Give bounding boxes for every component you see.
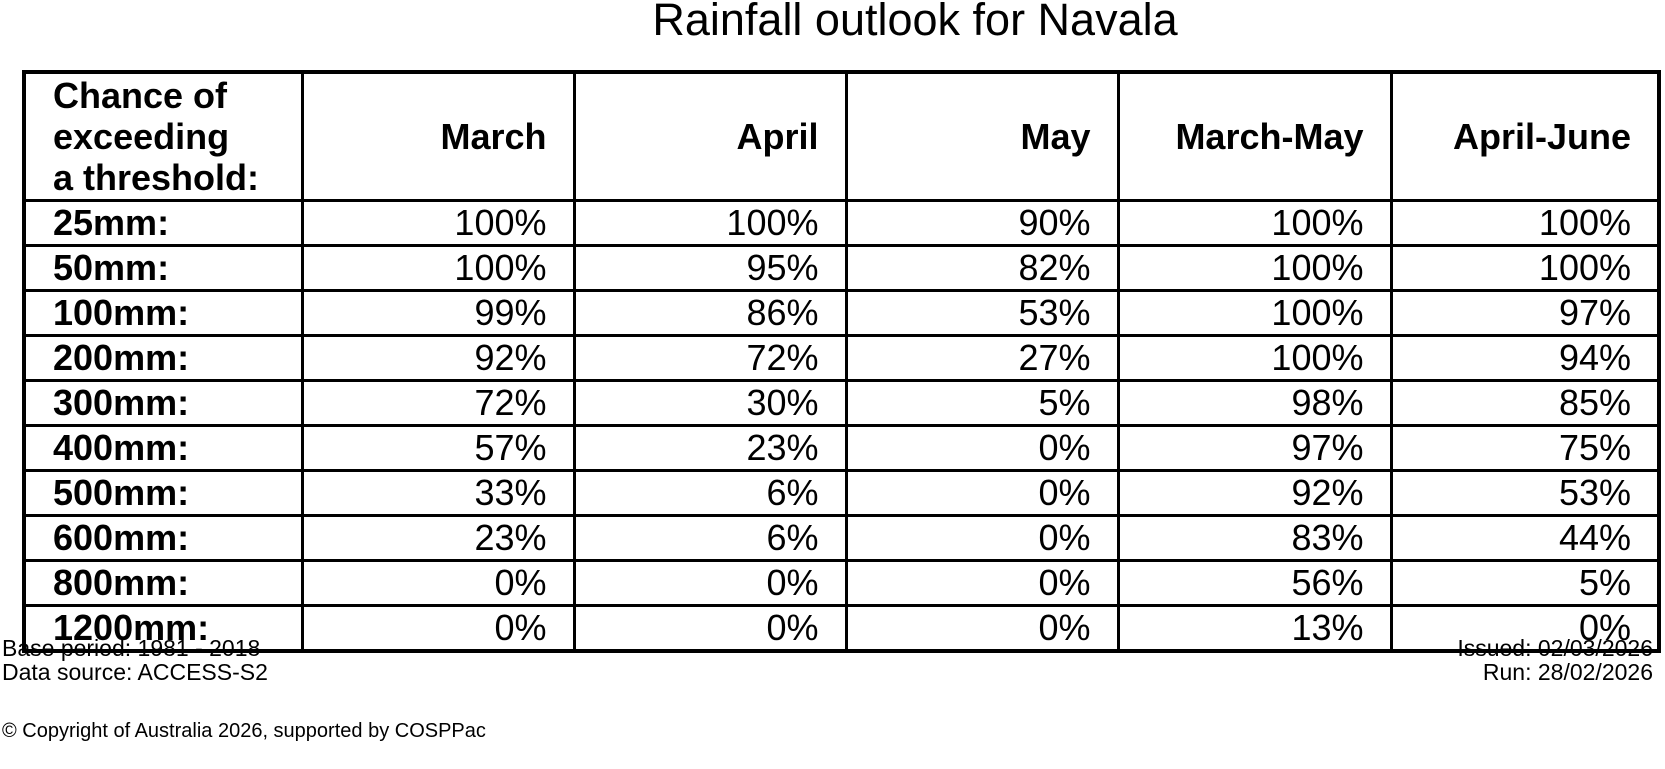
column-header-may: May bbox=[844, 70, 1120, 202]
value-cell: 97% bbox=[1116, 424, 1393, 472]
value-cell: 6% bbox=[572, 469, 848, 517]
value-cell: 82% bbox=[844, 244, 1120, 292]
value-cell: 83% bbox=[1116, 514, 1393, 562]
value-cell: 86% bbox=[572, 289, 848, 337]
value-cell: 100% bbox=[1116, 334, 1393, 382]
table-row: 50mm: 100% 95% 82% 100% 100% bbox=[22, 244, 1661, 292]
table-row: 800mm: 0% 0% 0% 56% 5% bbox=[22, 559, 1661, 607]
threshold-label: 800mm: bbox=[22, 559, 304, 607]
page-title: Rainfall outlook for Navala bbox=[652, 0, 1178, 45]
table-row: 600mm: 23% 6% 0% 83% 44% bbox=[22, 514, 1661, 562]
base-period-text: Base period: 1981 - 2018 bbox=[2, 635, 261, 661]
column-header-april-june: April-June bbox=[1389, 70, 1661, 202]
value-cell: 0% bbox=[1389, 604, 1661, 653]
value-cell: 13% bbox=[1116, 604, 1393, 653]
run-date-text: Run: 28/02/2026 bbox=[1482, 658, 1653, 685]
value-cell: 6% bbox=[572, 514, 848, 562]
value-cell: 0% bbox=[844, 514, 1120, 562]
value-cell: 100% bbox=[300, 199, 576, 247]
threshold-label: 100mm: bbox=[22, 289, 304, 337]
value-cell: 56% bbox=[1116, 559, 1393, 607]
value-cell: 0% bbox=[844, 559, 1120, 607]
table-row: 200mm: 92% 72% 27% 100% 94% bbox=[22, 334, 1661, 382]
table-row: 500mm: 33% 6% 0% 92% 53% bbox=[22, 469, 1661, 517]
value-cell: 44% bbox=[1389, 514, 1661, 562]
value-cell: 0% bbox=[300, 604, 576, 653]
value-cell: 100% bbox=[1116, 199, 1393, 247]
threshold-label: 200mm: bbox=[22, 334, 304, 382]
column-header-march: March bbox=[300, 70, 576, 202]
value-cell: 100% bbox=[1389, 199, 1661, 247]
value-cell: 0% bbox=[300, 559, 576, 607]
data-source-text: Data source: ACCESS-S2 bbox=[2, 658, 268, 685]
value-cell: 72% bbox=[572, 334, 848, 382]
value-cell: 75% bbox=[1389, 424, 1661, 472]
value-cell: 100% bbox=[1116, 289, 1393, 337]
value-cell: 100% bbox=[572, 199, 848, 247]
value-cell: 92% bbox=[1116, 469, 1393, 517]
value-cell: 27% bbox=[844, 334, 1120, 382]
corner-header-line1: Chance of bbox=[53, 75, 228, 116]
rainfall-outlook-table: Chance of exceeding a threshold: March A… bbox=[22, 70, 1661, 653]
value-cell: 97% bbox=[1389, 289, 1661, 337]
value-cell: 5% bbox=[1389, 559, 1661, 607]
footer-right: Issued: 02/03/2026 Run: 28/02/2026 bbox=[1457, 635, 1653, 685]
value-cell: 95% bbox=[572, 244, 848, 292]
threshold-label: 500mm: bbox=[22, 469, 304, 517]
threshold-label: 50mm: bbox=[22, 244, 304, 292]
value-cell: 72% bbox=[300, 379, 576, 427]
value-cell: 53% bbox=[1389, 469, 1661, 517]
value-cell: 90% bbox=[844, 199, 1120, 247]
value-cell: 0% bbox=[844, 469, 1120, 517]
corner-header-line3: a threshold: bbox=[53, 157, 260, 198]
value-cell: 23% bbox=[572, 424, 848, 472]
value-cell: 98% bbox=[1116, 379, 1393, 427]
copyright-text: © Copyright of Australia 2026, supported… bbox=[2, 720, 486, 742]
value-cell: 100% bbox=[300, 244, 576, 292]
threshold-label: 600mm: bbox=[22, 514, 304, 562]
value-cell: 99% bbox=[300, 289, 576, 337]
value-cell: 23% bbox=[300, 514, 576, 562]
issued-date-text: Issued: 02/03/2026 bbox=[1457, 635, 1653, 661]
value-cell: 100% bbox=[1389, 244, 1661, 292]
value-cell: 0% bbox=[844, 604, 1120, 653]
table-row: 100mm: 99% 86% 53% 100% 97% bbox=[22, 289, 1661, 337]
column-header-april: April bbox=[572, 70, 848, 202]
value-cell: 0% bbox=[572, 559, 848, 607]
threshold-label: 400mm: bbox=[22, 424, 304, 472]
value-cell: 53% bbox=[844, 289, 1120, 337]
table-row: 300mm: 72% 30% 5% 98% 85% bbox=[22, 379, 1661, 427]
value-cell: 30% bbox=[572, 379, 848, 427]
value-cell: 85% bbox=[1389, 379, 1661, 427]
value-cell: 100% bbox=[1116, 244, 1393, 292]
value-cell: 33% bbox=[300, 469, 576, 517]
corner-header-line2: exceeding bbox=[53, 116, 230, 157]
column-header-march-may: March-May bbox=[1116, 70, 1393, 202]
value-cell: 57% bbox=[300, 424, 576, 472]
table-row: 400mm: 57% 23% 0% 97% 75% bbox=[22, 424, 1661, 472]
header-row: Chance of exceeding a threshold: March A… bbox=[22, 70, 1661, 202]
value-cell: 0% bbox=[572, 604, 848, 653]
table-row: 25mm: 100% 100% 90% 100% 100% bbox=[22, 199, 1661, 247]
value-cell: 0% bbox=[844, 424, 1120, 472]
value-cell: 92% bbox=[300, 334, 576, 382]
table-row: 1200mm: 0% 0% 0% 13% 0% bbox=[22, 604, 1661, 653]
threshold-label: 1200mm: bbox=[22, 604, 304, 653]
footer-left: Base period: 1981 - 2018 Data source: AC… bbox=[2, 635, 268, 685]
threshold-label: 25mm: bbox=[22, 199, 304, 247]
corner-header: Chance of exceeding a threshold: bbox=[22, 70, 304, 202]
value-cell: 94% bbox=[1389, 334, 1661, 382]
value-cell: 5% bbox=[844, 379, 1120, 427]
threshold-label: 300mm: bbox=[22, 379, 304, 427]
